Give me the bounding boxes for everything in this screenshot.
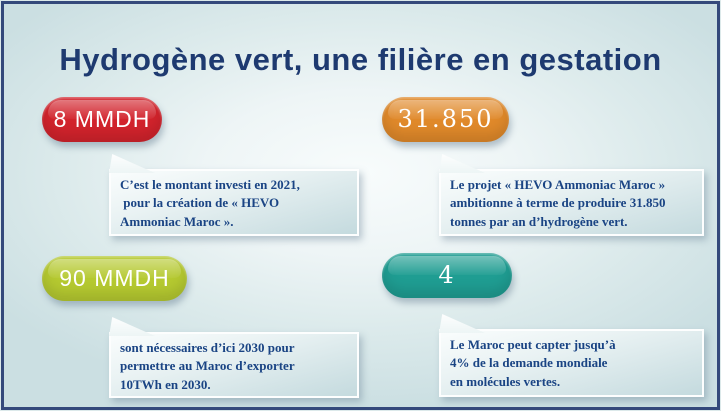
callout-bubble-demand: Le Maroc peut capter jusqu’à 4% de la de… — [439, 314, 704, 397]
callout-tail-icon — [109, 154, 155, 173]
callout-text-export: sont nécessaires d’ici 2030 pour permett… — [120, 340, 295, 392]
callout-text-demand: Le Maroc peut capter jusqu’à 4% de la de… — [450, 337, 616, 389]
stat-badge-4: 4 — [382, 253, 512, 298]
callout-text-production: Le projet « HEVO Ammoniac Maroc » ambiti… — [450, 177, 666, 229]
page-title: Hydrogène vert, une filière en gestation — [59, 41, 662, 77]
stat-badge-90mmdh: 90 MMDH — [42, 256, 187, 301]
callout-tail-icon — [439, 314, 485, 333]
stat-badge-31850: 31.850 — [382, 97, 509, 142]
callout-bubble-production: Le projet « HEVO Ammoniac Maroc » ambiti… — [439, 154, 704, 236]
callout-text-investment: C’est le montant investi en 2021, pour l… — [120, 177, 300, 229]
stat-badge-8mmdh: 8 MMDH — [42, 97, 162, 142]
callout-tail-icon — [109, 317, 155, 336]
callout-tail-icon — [439, 154, 485, 173]
callout-bubble-investment: C’est le montant investi en 2021, pour l… — [109, 154, 359, 236]
callout-bubble-export: sont nécessaires d’ici 2030 pour permett… — [109, 317, 359, 398]
